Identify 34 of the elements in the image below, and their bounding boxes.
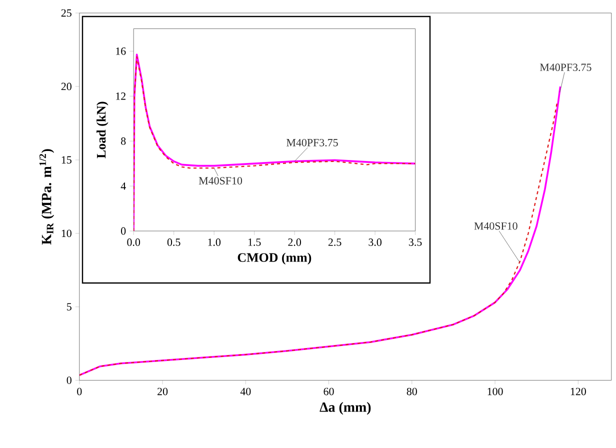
x-tick-label: 3.5 xyxy=(408,238,422,246)
x-tick-label: 1.5 xyxy=(248,238,261,246)
x-tick-label: 40 xyxy=(240,388,251,396)
x-tick-label: 2.5 xyxy=(328,238,342,246)
y-tick-label: 10 xyxy=(62,230,72,238)
y-axis-title: K$_{IR}$ (MPa. m$^{1/2}$) xyxy=(39,149,54,245)
series-label: M40SF10 xyxy=(474,222,518,230)
x-axis-title: CMOD (mm) xyxy=(238,252,312,265)
y-tick-label: 0 xyxy=(66,376,72,384)
x-tick-label: 120 xyxy=(570,388,586,396)
x-tick-label: 3.0 xyxy=(368,238,382,246)
series-label: M40PF3.75 xyxy=(286,138,338,146)
y-tick-label: 20 xyxy=(61,82,72,90)
y-tick-label: 15 xyxy=(62,156,72,164)
y-tick-label: 25 xyxy=(61,9,72,17)
x-tick-label: 80 xyxy=(406,388,417,396)
x-tick-label: 0.5 xyxy=(167,238,180,246)
y-tick-label: 16 xyxy=(116,48,126,55)
y-tick-label: 8 xyxy=(121,137,126,145)
y-tick-label: 12 xyxy=(116,92,126,100)
series-label: M40PF3.75 xyxy=(540,64,592,72)
x-tick-label: 0 xyxy=(77,388,82,396)
y-tick-label: 5 xyxy=(67,303,72,310)
y-tick-label: 0 xyxy=(121,227,126,235)
x-tick-label: 60 xyxy=(324,388,334,396)
series-label: M40SF10 xyxy=(198,177,242,184)
x-tick-label: 100 xyxy=(488,388,503,396)
y-tick-label: 4 xyxy=(120,182,126,190)
x-tick-label: 2.0 xyxy=(288,238,302,246)
x-tick-label: 1.0 xyxy=(208,238,221,246)
x-tick-label: 20 xyxy=(158,388,168,396)
x-axis-title: Δa (mm) xyxy=(320,402,371,415)
x-tick-label: 0.0 xyxy=(127,238,140,246)
y-axis-title: Load (kN) xyxy=(96,102,108,158)
